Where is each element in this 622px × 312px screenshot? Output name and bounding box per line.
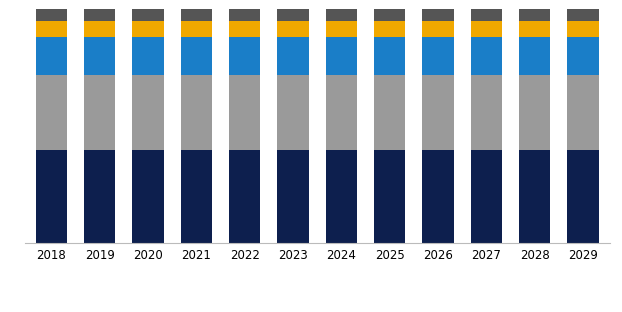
Bar [374,75,406,150]
Bar [326,75,357,150]
Bar [84,75,116,150]
Bar [132,21,164,37]
Bar [229,21,261,37]
Bar [277,150,309,243]
Bar [35,21,67,37]
Bar [84,37,116,75]
Bar [84,9,116,21]
Bar [132,37,164,75]
Bar [519,150,550,243]
Bar [567,9,599,21]
Bar [181,9,212,21]
Bar [471,9,502,21]
Bar [471,75,502,150]
Bar [181,37,212,75]
Bar [422,75,453,150]
Bar [567,37,599,75]
Bar [229,37,261,75]
Bar [132,9,164,21]
Bar [181,21,212,37]
Bar [422,9,453,21]
Bar [471,150,502,243]
Bar [35,9,67,21]
Bar [277,75,309,150]
Bar [35,150,67,243]
Bar [374,150,406,243]
Bar [326,150,357,243]
Bar [374,9,406,21]
Bar [326,37,357,75]
Bar [519,75,550,150]
Bar [84,21,116,37]
Bar [181,150,212,243]
Bar [567,21,599,37]
Bar [35,37,67,75]
Bar [229,150,261,243]
Bar [519,37,550,75]
Bar [277,37,309,75]
Bar [422,21,453,37]
Bar [277,9,309,21]
Bar [567,150,599,243]
Bar [471,37,502,75]
Bar [181,75,212,150]
Bar [229,9,261,21]
Bar [35,75,67,150]
Bar [374,37,406,75]
Bar [229,75,261,150]
Bar [326,9,357,21]
Bar [422,37,453,75]
Bar [132,150,164,243]
Bar [471,21,502,37]
Bar [374,21,406,37]
Bar [519,9,550,21]
Bar [519,21,550,37]
Bar [277,21,309,37]
Bar [326,21,357,37]
Bar [422,150,453,243]
Bar [132,75,164,150]
Bar [567,75,599,150]
Bar [84,150,116,243]
